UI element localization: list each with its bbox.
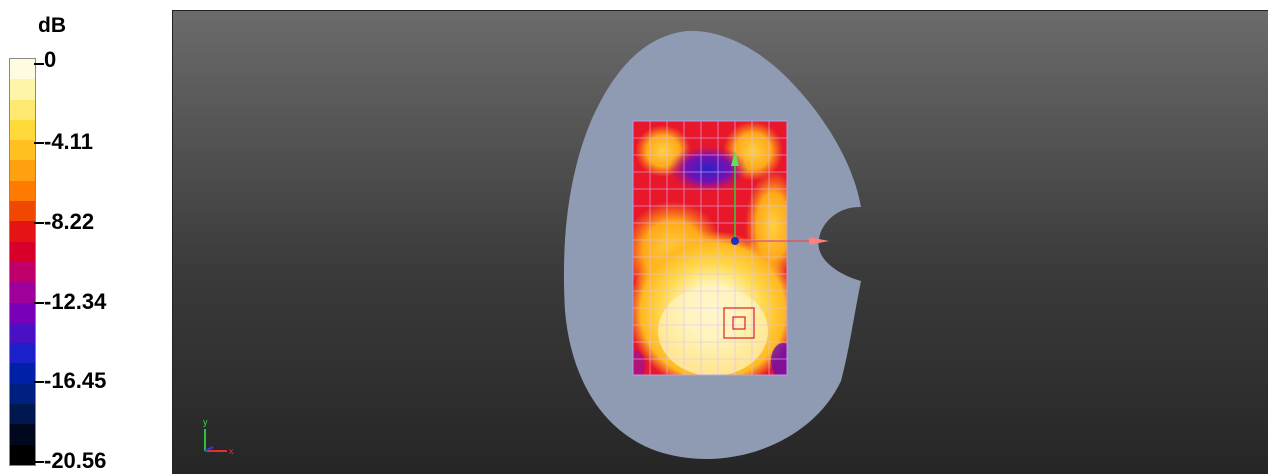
legend-swatch (10, 221, 35, 242)
legend-tick-mark (34, 302, 44, 304)
legend-tick-3: -12.34 (44, 289, 107, 314)
legend-tick-mark (34, 63, 44, 65)
legend-tick-mark (34, 461, 44, 463)
peak-cube-marker[interactable] (723, 307, 755, 339)
legend-tick-5: -20.56 (44, 448, 107, 473)
legend-swatch (10, 241, 35, 262)
legend-color-bar (9, 58, 36, 466)
axis-y-label: y (203, 417, 208, 427)
legend-swatch (10, 302, 35, 323)
legend-swatch (10, 99, 35, 120)
viewport-scene[interactable]: y x (173, 11, 1268, 474)
legend-swatch (10, 322, 35, 344)
legend-tick-mark (34, 381, 44, 383)
3d-viewport[interactable]: y x (172, 10, 1268, 474)
legend-swatch (10, 59, 35, 80)
legend-swatch (10, 343, 35, 364)
legend-tick-2: -8.22 (44, 209, 95, 234)
reference-frame-gizmo[interactable] (731, 151, 829, 245)
legend-swatch (10, 282, 35, 303)
legend-swatch (10, 363, 35, 384)
legend-swatch (10, 201, 35, 222)
legend-swatch (10, 261, 35, 283)
legend-tick-mark (34, 142, 44, 144)
legend-swatch (10, 119, 35, 141)
legend-swatch (10, 180, 35, 202)
legend-swatch (10, 160, 35, 181)
axis-x-label: x (229, 446, 234, 456)
legend-swatch (10, 424, 35, 445)
legend-swatch (10, 140, 35, 161)
legend-swatch (10, 444, 35, 465)
legend-swatch (10, 404, 35, 425)
axes-triad: y x (203, 417, 234, 456)
legend-swatch (10, 79, 35, 100)
legend-tick-0: 0 (44, 47, 57, 72)
color-scale-legend: dB 0 -4.11 -8.22 -12.34 -16.45 -20.56 (0, 0, 170, 473)
legend-tick-4: -16.45 (44, 368, 107, 393)
legend-tick-mark (34, 222, 44, 224)
legend-unit-label: dB (38, 14, 66, 37)
legend-tick-1: -4.11 (44, 129, 93, 154)
legend-swatch (10, 383, 35, 405)
